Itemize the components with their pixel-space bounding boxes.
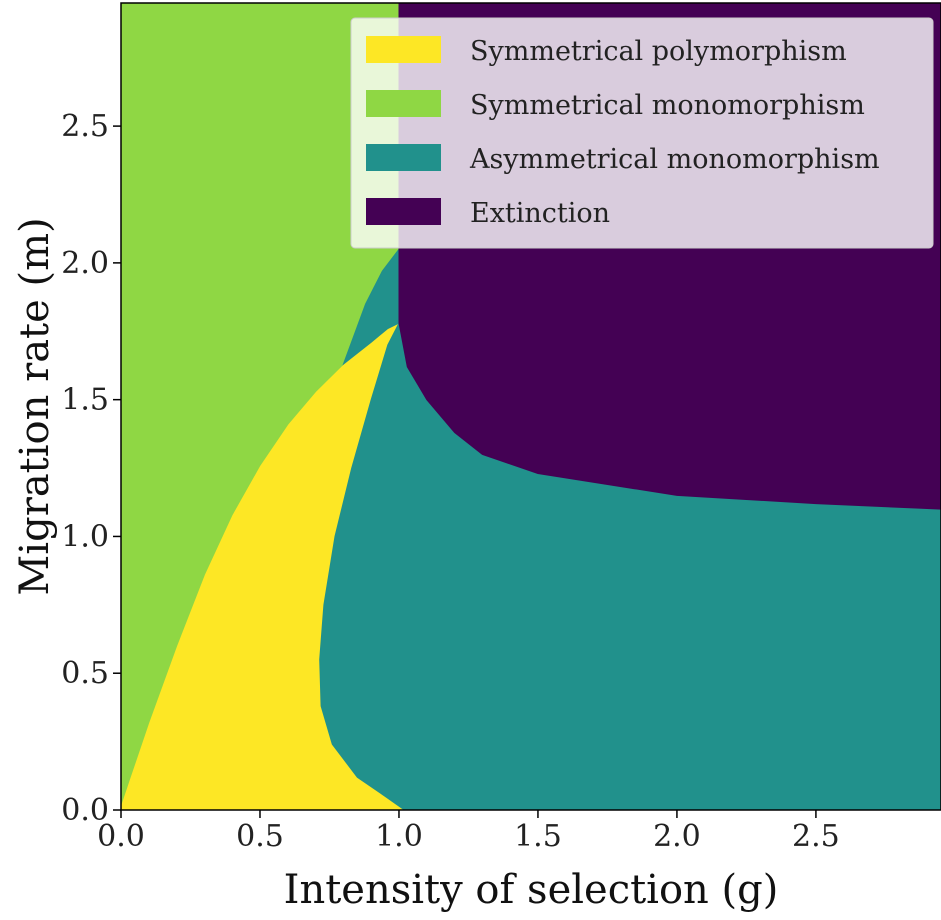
y-tick-label: 1.5 [61, 383, 109, 418]
x-tick-label: 0.5 [236, 819, 284, 854]
x-tick-label: 0.0 [97, 819, 145, 854]
y-tick-label: 0.0 [61, 793, 109, 828]
legend-swatch [366, 198, 441, 225]
plot-frame [120, 2, 941, 811]
y-tick-label: 2.0 [61, 246, 109, 281]
legend-swatch [366, 144, 441, 171]
legend-background [350, 17, 934, 249]
legend-swatch [366, 90, 441, 117]
x-axis: 0.0 0.5 1.0 1.5 2.0 2.5 [97, 810, 840, 854]
legend-label: Symmetrical polymorphism [470, 36, 847, 67]
x-tick-label: 1.5 [514, 819, 562, 854]
x-axis-label: Intensity of selection (g) [284, 867, 779, 913]
x-tick-label: 2.0 [653, 819, 701, 854]
plot-regions [120, 2, 941, 811]
y-axis-label: Migration rate (m) [12, 217, 58, 595]
y-tick-label: 1.0 [61, 519, 109, 554]
legend-label: Asymmetrical monomorphism [469, 144, 880, 175]
legend-label: Extinction [470, 198, 610, 229]
x-tick-label: 2.5 [792, 819, 840, 854]
y-axis: 0.0 0.5 1.0 1.5 2.0 2.5 [61, 109, 121, 828]
x-tick-label: 1.0 [375, 819, 423, 854]
y-tick-label: 0.5 [61, 656, 109, 691]
y-tick-label: 2.5 [61, 109, 109, 144]
legend: Symmetrical polymorphism Symmetrical mono… [350, 17, 934, 249]
legend-label: Symmetrical monomorphism [470, 90, 865, 121]
legend-swatch [366, 36, 441, 63]
